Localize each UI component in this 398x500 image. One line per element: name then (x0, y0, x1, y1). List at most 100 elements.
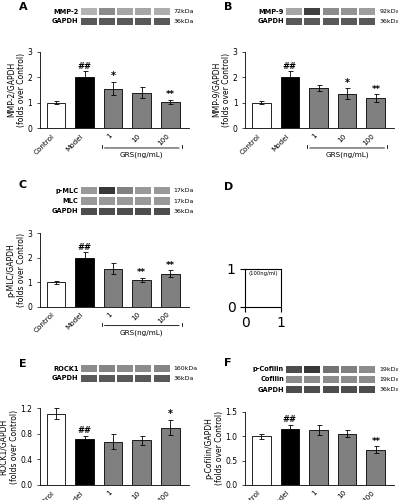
Bar (117, 8, 133, 15)
Bar (75, 258, 94, 306)
Bar (99, 366, 115, 372)
Text: MMP-2: MMP-2 (53, 8, 78, 14)
Text: 10: 10 (336, 490, 347, 500)
Text: Control: Control (33, 311, 56, 334)
Text: MMP-9: MMP-9 (259, 8, 284, 14)
Text: GRS(ng/mL): GRS(ng/mL) (120, 330, 164, 336)
Bar (309, 88, 328, 128)
Bar (341, 8, 357, 15)
Bar (281, 76, 299, 128)
Bar (309, 430, 328, 485)
Text: ##: ## (78, 62, 92, 72)
Bar (161, 274, 180, 306)
Text: 100: 100 (362, 132, 376, 146)
Y-axis label: MMP-2/GAPDH
(folds over Control): MMP-2/GAPDH (folds over Control) (6, 52, 26, 127)
Text: ##: ## (283, 62, 297, 70)
Text: 10: 10 (131, 490, 142, 500)
Text: 1: 1 (311, 132, 318, 140)
Bar (99, 375, 115, 382)
Text: Control: Control (239, 490, 261, 500)
Y-axis label: Control: Control (183, 208, 202, 212)
Text: GRS(ng/mL): GRS(ng/mL) (120, 152, 164, 158)
Bar (99, 187, 115, 194)
Bar (117, 366, 133, 372)
Bar (154, 366, 170, 372)
Bar (359, 366, 375, 372)
Text: B: B (224, 2, 233, 12)
Text: Model: Model (65, 490, 84, 500)
Text: Control: Control (33, 132, 56, 156)
Bar (117, 208, 133, 215)
Bar (323, 366, 339, 372)
Bar (135, 375, 151, 382)
Bar (304, 366, 320, 372)
Text: 19kDa: 19kDa (379, 377, 398, 382)
Text: 17kDa: 17kDa (174, 188, 194, 193)
Text: 1: 1 (105, 311, 113, 318)
Text: 36kDa: 36kDa (174, 19, 194, 24)
Text: Model: Model (65, 311, 84, 330)
Text: ##: ## (283, 416, 297, 424)
Bar (323, 18, 339, 25)
Bar (304, 8, 320, 15)
Bar (154, 375, 170, 382)
Bar (81, 18, 97, 25)
Title: DAPI: DAPI (332, 186, 344, 190)
Bar (133, 440, 151, 485)
Text: 160kDa: 160kDa (174, 366, 198, 371)
Text: 92kDa: 92kDa (379, 9, 398, 14)
Text: 36kDa: 36kDa (379, 388, 398, 392)
Title: p-MLC: p-MLC (293, 186, 309, 190)
Bar (286, 386, 302, 394)
Text: Control: Control (33, 490, 56, 500)
Text: 100: 100 (362, 490, 376, 500)
Bar (81, 208, 97, 215)
Bar (286, 18, 302, 25)
Bar (104, 88, 123, 128)
Bar (323, 376, 339, 383)
Text: ROCK1: ROCK1 (53, 366, 78, 372)
Bar (135, 208, 151, 215)
Text: p-MLC: p-MLC (55, 188, 78, 194)
Bar (117, 375, 133, 382)
Text: Cofilin: Cofilin (260, 376, 284, 382)
Bar (133, 280, 151, 306)
Bar (338, 434, 357, 485)
Text: 36kDa: 36kDa (174, 209, 194, 214)
Bar (367, 450, 385, 485)
Text: *: * (345, 78, 350, 88)
Bar (252, 436, 271, 485)
Bar (359, 8, 375, 15)
Bar (81, 198, 97, 204)
Text: Model: Model (270, 132, 290, 152)
Text: **: ** (166, 260, 175, 270)
Text: GAPDH: GAPDH (52, 375, 78, 381)
Bar (81, 8, 97, 15)
Bar (367, 98, 385, 128)
Bar (323, 386, 339, 394)
Text: (100ng/ml): (100ng/ml) (248, 271, 278, 276)
Text: 100: 100 (156, 490, 170, 500)
Bar (304, 18, 320, 25)
Y-axis label: p-Cofilin/GAPDH
(folds over Control): p-Cofilin/GAPDH (folds over Control) (205, 412, 224, 486)
Text: GAPDH: GAPDH (257, 18, 284, 24)
Text: 72kDa: 72kDa (174, 9, 194, 14)
Bar (359, 18, 375, 25)
Bar (304, 386, 320, 394)
Bar (47, 102, 65, 128)
Text: 36kDa: 36kDa (379, 19, 398, 24)
Text: F: F (224, 358, 232, 368)
Text: 17kDa: 17kDa (174, 198, 194, 203)
Bar (135, 198, 151, 204)
Bar (81, 366, 97, 372)
Bar (135, 8, 151, 15)
Bar (135, 187, 151, 194)
Bar (154, 8, 170, 15)
Title: Merge: Merge (368, 186, 384, 190)
Bar (133, 93, 151, 128)
Bar (75, 439, 94, 485)
Bar (341, 376, 357, 383)
Bar (359, 386, 375, 394)
Bar (154, 208, 170, 215)
Bar (341, 366, 357, 372)
